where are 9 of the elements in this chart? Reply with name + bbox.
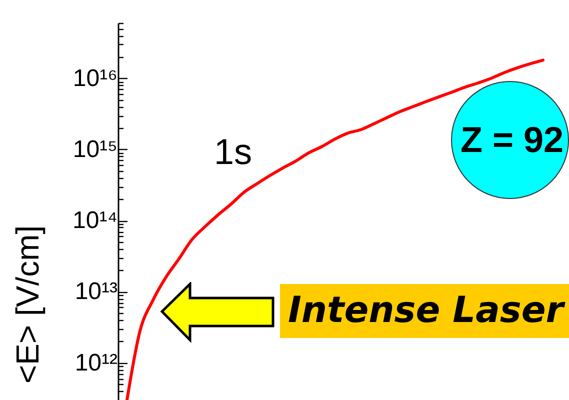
y-tick-label: 10¹² (74, 349, 118, 376)
y-tick-label: 10¹⁴ (72, 207, 118, 234)
y-tick-label: 10¹⁶ (72, 64, 118, 92)
annotation: Z = 92 (459, 119, 565, 160)
series-label: 1s (214, 131, 252, 172)
y-tick-label: 10¹³ (74, 278, 118, 306)
y-tick-label: 10¹⁵ (72, 136, 118, 163)
annotation: Intense Laser (288, 289, 564, 333)
y-axis-title: <E> [V/cm] (10, 225, 46, 384)
